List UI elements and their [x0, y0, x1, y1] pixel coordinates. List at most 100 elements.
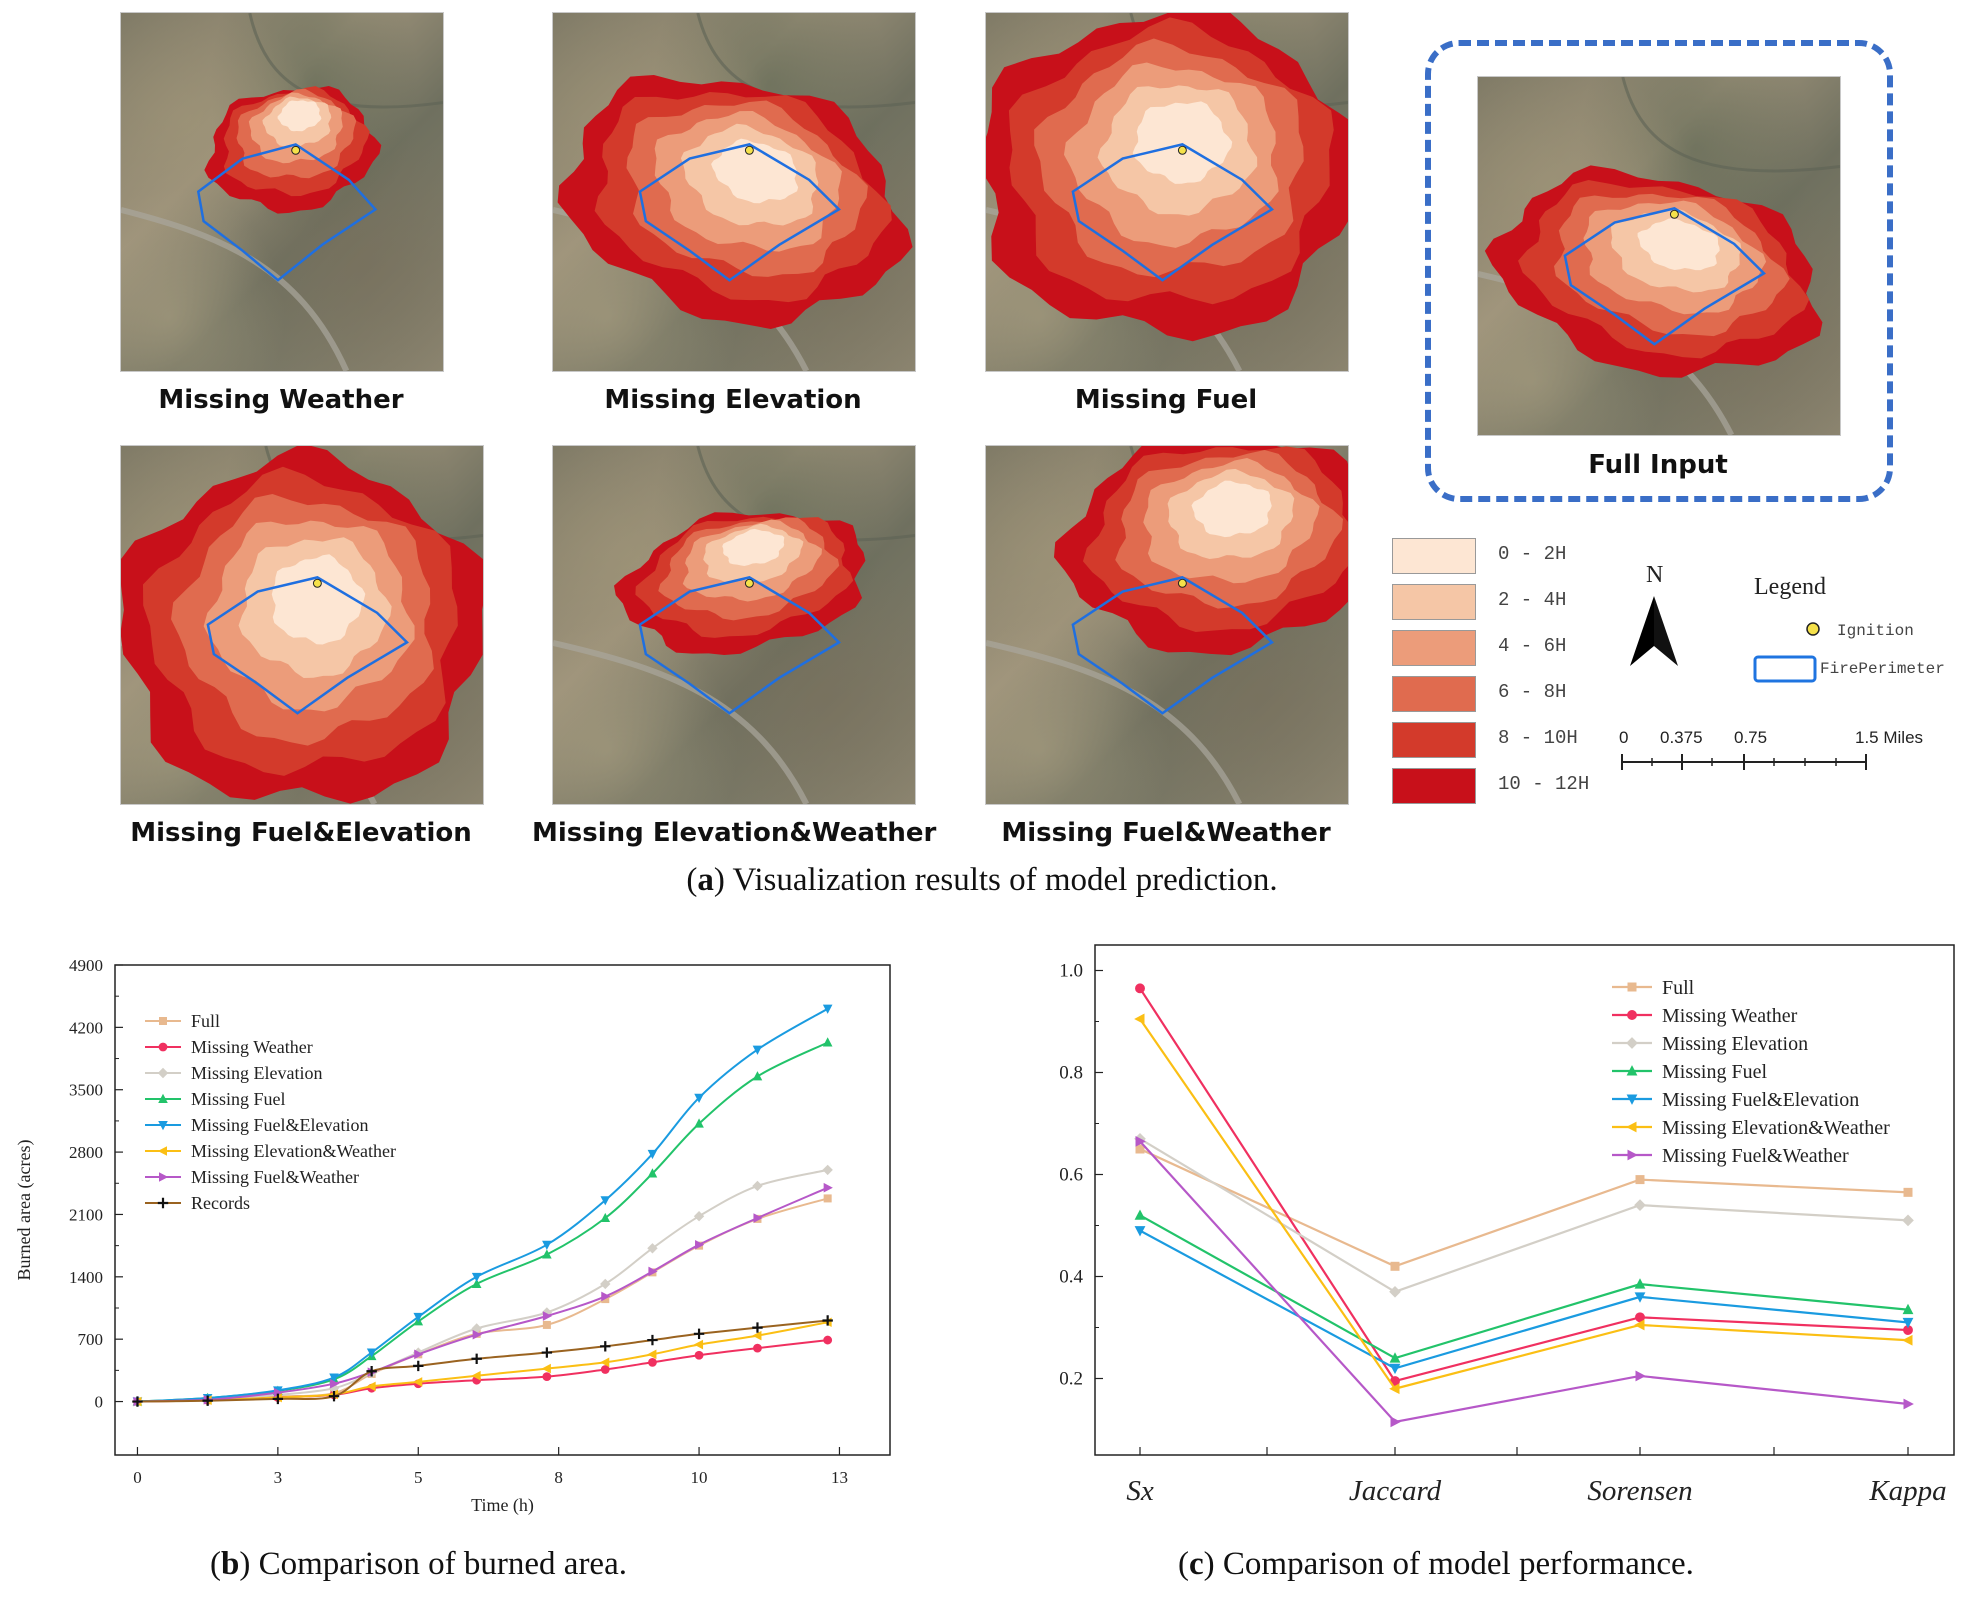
data-point — [1390, 1261, 1400, 1271]
legend-label: Missing Weather — [1662, 1005, 1798, 1027]
data-point — [693, 1339, 704, 1350]
data-point — [1626, 1094, 1638, 1105]
data-point — [1627, 1149, 1638, 1161]
data-point — [1134, 1209, 1146, 1220]
data-point — [647, 1334, 658, 1346]
series-full — [133, 1194, 832, 1406]
ignition-point — [1669, 209, 1679, 219]
fire-zone — [271, 554, 366, 645]
series-missing-fuel-elevation — [1134, 1226, 1914, 1375]
fire-spread-group — [1053, 446, 1348, 656]
fire-perimeter — [1071, 576, 1274, 715]
data-point — [822, 1315, 833, 1326]
data-point — [202, 1395, 213, 1406]
data-point — [471, 1272, 482, 1283]
y-tick-label: 0.8 — [1059, 1063, 1083, 1084]
data-point — [328, 1391, 340, 1402]
series-line — [1139, 1140, 1909, 1424]
series-full — [1135, 1144, 1913, 1271]
data-point — [647, 1168, 658, 1178]
panel-caption: Missing Elevation — [604, 385, 862, 415]
data-point — [822, 1037, 833, 1047]
data-point — [752, 1330, 762, 1341]
data-point — [1389, 1383, 1400, 1395]
ignition-label: Ignition — [1837, 622, 1914, 640]
legend-label: 2 - 4H — [1498, 589, 1567, 611]
data-point — [1635, 1370, 1646, 1382]
legend-label: 4 - 6H — [1498, 635, 1567, 657]
series-line — [137, 1321, 828, 1403]
data-point — [600, 1357, 610, 1368]
legend-label: Missing Elevation&Weather — [191, 1141, 396, 1161]
river-path — [986, 639, 1243, 804]
data-point — [157, 1197, 169, 1209]
legend-swatch-2 — [1392, 630, 1476, 666]
series-missing-fuel-weather — [1135, 1135, 1914, 1428]
data-point — [822, 1004, 833, 1014]
data-point — [693, 1211, 705, 1222]
data-point — [1903, 1398, 1914, 1410]
legend-label: Missing Elevation&Weather — [1662, 1117, 1890, 1139]
north-label: N — [1646, 562, 1664, 588]
data-point — [157, 1067, 169, 1079]
fire-map-svg — [121, 446, 483, 804]
data-point — [413, 1360, 424, 1372]
caption-a: (a) Visualization results of model predi… — [686, 862, 1278, 898]
series-line — [137, 1339, 828, 1403]
data-point — [1389, 1285, 1401, 1298]
series-missing-elevation-weather — [1134, 1013, 1913, 1395]
panel-missing-elevation-weather — [552, 445, 916, 805]
y-axis-label: Burned area (acres) — [14, 1140, 35, 1281]
category-label: Kappa — [1868, 1475, 1946, 1507]
y-tick-label: 0.6 — [1059, 1165, 1083, 1186]
data-point — [1135, 983, 1145, 994]
data-point — [158, 1121, 168, 1131]
plot-frame — [1094, 944, 1955, 1456]
series-line — [1139, 987, 1909, 1383]
data-point — [471, 1353, 482, 1364]
data-point — [752, 1045, 763, 1055]
x-tick-label: 0 — [133, 1468, 142, 1487]
data-point — [600, 1196, 611, 1206]
legend-label: Full — [1662, 977, 1695, 999]
y-tick-label: 1.0 — [1059, 961, 1083, 982]
data-point — [648, 1357, 657, 1367]
data-point — [1626, 1037, 1638, 1049]
fire-perimeter — [1071, 143, 1274, 282]
data-point — [647, 1243, 658, 1254]
data-point — [752, 1180, 763, 1192]
scale-label-2: 0.75 — [1734, 728, 1768, 747]
ignition-point — [1177, 578, 1187, 588]
fire-map-svg — [986, 446, 1348, 804]
data-point — [1135, 1144, 1145, 1154]
series-line — [1139, 1148, 1909, 1268]
fire-zone — [722, 528, 785, 566]
series-line — [137, 1197, 828, 1403]
legend-label: Missing Weather — [191, 1037, 313, 1057]
scale-label-1: 0.375 — [1660, 728, 1703, 747]
fire-spread-group — [1484, 165, 1823, 378]
panel-caption: Full Input — [1588, 450, 1728, 480]
fire-spread-group — [121, 446, 483, 804]
data-point — [366, 1348, 377, 1358]
legend-label: Records — [191, 1193, 250, 1213]
data-point — [1634, 1278, 1646, 1289]
data-point — [159, 1017, 167, 1025]
data-point — [823, 1194, 832, 1203]
data-point — [542, 1311, 553, 1321]
legend-label: 10 - 12H — [1498, 773, 1590, 795]
data-point — [1134, 1013, 1145, 1025]
data-point — [1902, 1317, 1914, 1329]
legend-swatch-0 — [1392, 538, 1476, 574]
caption-b: (b) Comparison of burned area. — [210, 1546, 627, 1582]
series-line — [1139, 1018, 1909, 1390]
data-point — [1634, 1292, 1646, 1303]
data-point — [600, 1365, 610, 1374]
data-point — [471, 1370, 481, 1381]
data-point — [541, 1347, 553, 1358]
fire-map-svg — [553, 446, 915, 804]
fire-spread-group — [986, 13, 1348, 342]
legend-title: Legend — [1754, 574, 1826, 600]
series-line — [1139, 1229, 1909, 1370]
category-label: Sorensen — [1587, 1475, 1692, 1507]
